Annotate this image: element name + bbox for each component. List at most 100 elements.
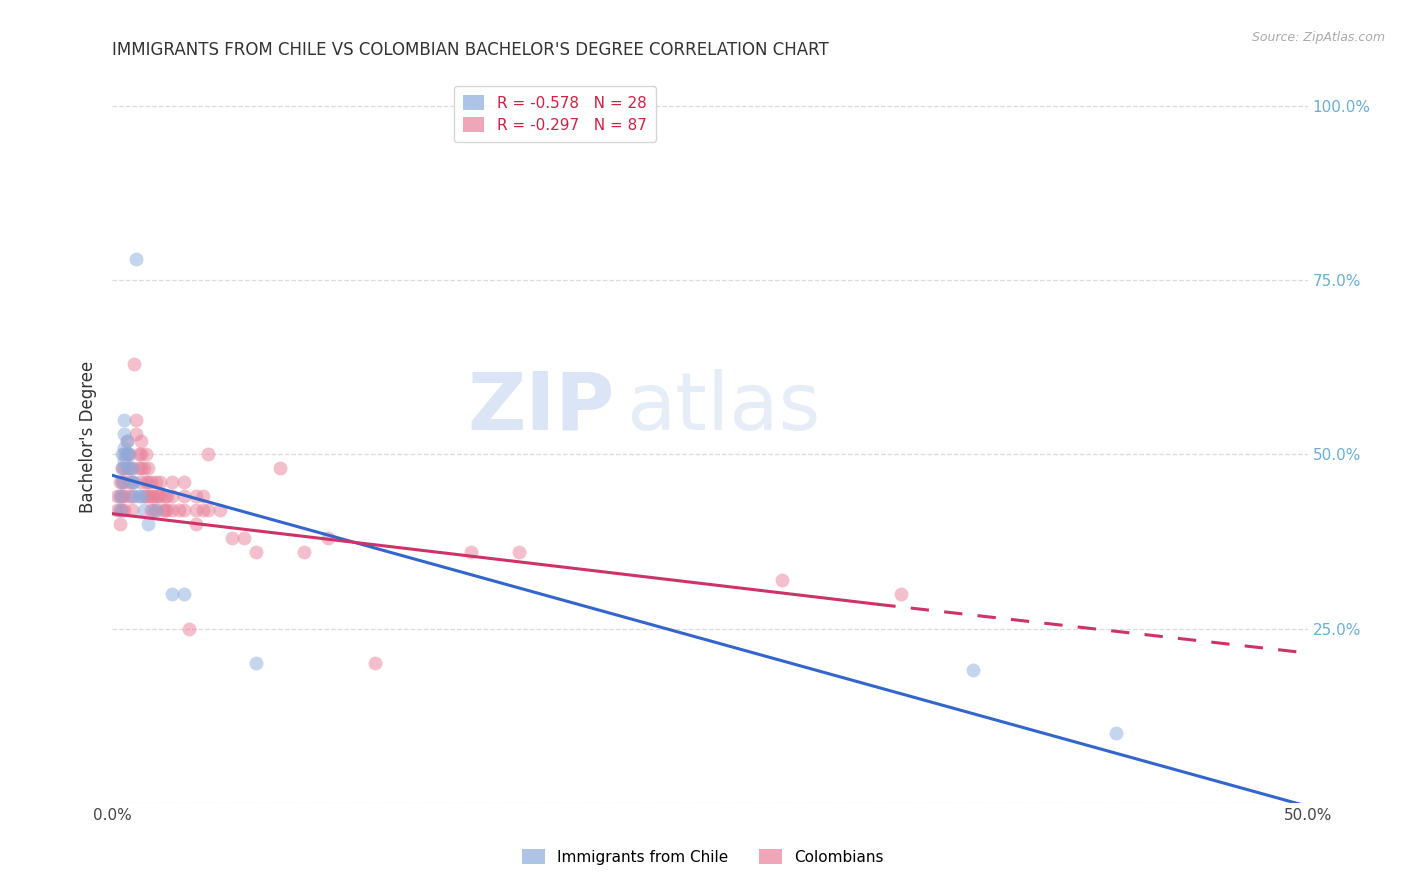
Point [173,475,195,490]
Point [197,448,219,462]
Point [138,489,160,503]
Point [122,475,145,490]
Text: ZIP: ZIP [467,368,614,447]
Point [145,503,167,517]
Point [149,475,172,490]
Point [125,426,148,441]
Point [162,475,183,490]
Point [108,503,131,517]
Point [108,503,131,517]
Point [142,489,165,503]
Point [162,587,183,601]
Point [177,622,200,636]
Point [186,489,208,503]
Point [111,448,134,462]
Point [139,475,162,490]
Point [111,503,134,517]
Point [146,489,169,503]
Point [129,434,152,448]
Point [162,489,183,503]
Point [121,489,143,503]
Point [105,503,128,517]
Point [121,503,143,517]
Point [114,503,135,517]
Point [162,503,183,517]
Point [962,664,984,678]
Y-axis label: Bachelor's Degree: Bachelor's Degree [79,361,97,513]
Point [125,252,148,267]
Point [115,448,138,462]
Point [129,475,152,490]
Point [173,489,195,503]
Point [770,573,793,587]
Point [105,489,128,503]
Point [193,503,215,517]
Point [186,517,208,532]
Point [245,657,267,671]
Point [153,503,176,517]
Point [121,461,143,475]
Point [115,434,138,448]
Point [316,531,339,545]
Point [118,489,141,503]
Point [125,412,148,426]
Point [132,489,155,503]
Text: IMMIGRANTS FROM CHILE VS COLOMBIAN BACHELOR'S DEGREE CORRELATION CHART: IMMIGRANTS FROM CHILE VS COLOMBIAN BACHE… [112,41,830,59]
Point [132,503,155,517]
Legend: Immigrants from Chile, Colombians: Immigrants from Chile, Colombians [516,843,890,871]
Point [121,475,143,490]
Point [145,503,167,517]
Point [114,448,135,462]
Point [169,503,191,517]
Point [111,489,134,503]
Point [108,489,131,503]
Point [114,441,135,455]
Point [122,489,145,503]
Point [114,461,135,475]
Point [118,461,141,475]
Point [129,461,152,475]
Point [221,531,243,545]
Point [108,475,131,490]
Point [111,461,134,475]
Point [1105,726,1128,740]
Point [115,448,138,462]
Point [245,545,267,559]
Point [129,448,152,462]
Point [153,489,176,503]
Point [156,489,179,503]
Point [135,475,157,490]
Point [138,461,160,475]
Point [173,503,195,517]
Point [209,503,232,517]
Point [115,461,138,475]
Point [114,412,135,426]
Point [121,461,143,475]
Point [114,454,135,468]
Point [108,489,131,503]
Point [145,475,167,490]
Point [145,489,167,503]
Point [121,475,143,490]
Point [142,503,165,517]
Point [890,587,912,601]
Legend: R = -0.578   N = 28, R = -0.297   N = 87: R = -0.578 N = 28, R = -0.297 N = 87 [454,87,655,142]
Point [114,426,135,441]
Point [156,503,179,517]
Point [108,517,131,532]
Point [139,489,162,503]
Point [111,475,134,490]
Text: Source: ZipAtlas.com: Source: ZipAtlas.com [1251,31,1385,45]
Point [114,475,135,490]
Point [193,489,215,503]
Point [128,489,150,503]
Point [114,489,135,503]
Point [128,461,150,475]
Point [132,461,155,475]
Point [460,545,482,559]
Point [197,503,219,517]
Point [128,448,150,462]
Point [122,357,145,371]
Point [135,489,157,503]
Point [118,448,141,462]
